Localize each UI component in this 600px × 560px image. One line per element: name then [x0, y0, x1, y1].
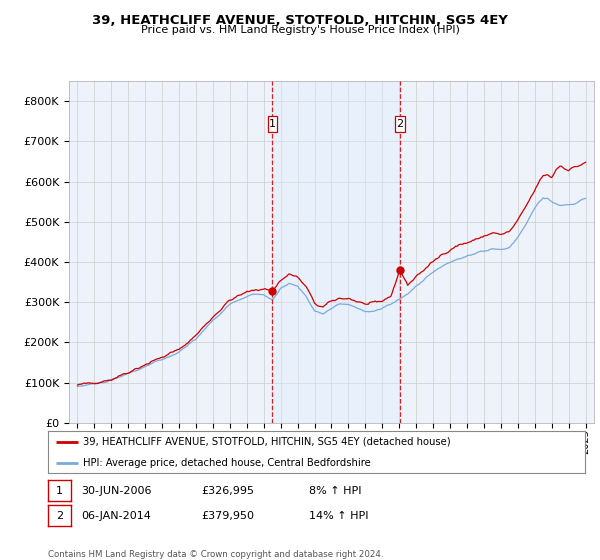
Text: 1: 1: [269, 119, 276, 129]
Text: 14% ↑ HPI: 14% ↑ HPI: [309, 511, 368, 521]
Text: Contains HM Land Registry data © Crown copyright and database right 2024.
This d: Contains HM Land Registry data © Crown c…: [48, 550, 383, 560]
FancyBboxPatch shape: [395, 116, 404, 132]
FancyBboxPatch shape: [268, 116, 277, 132]
Bar: [272, 81, 400, 423]
Text: 8% ↑ HPI: 8% ↑ HPI: [309, 486, 361, 496]
Text: 06-JAN-2014: 06-JAN-2014: [81, 511, 151, 521]
Text: Price paid vs. HM Land Registry's House Price Index (HPI): Price paid vs. HM Land Registry's House …: [140, 25, 460, 35]
Text: 30-JUN-2006: 30-JUN-2006: [81, 486, 151, 496]
Text: 39, HEATHCLIFF AVENUE, STOTFOLD, HITCHIN, SG5 4EY (detached house): 39, HEATHCLIFF AVENUE, STOTFOLD, HITCHIN…: [83, 437, 451, 447]
Text: 2: 2: [56, 511, 63, 521]
Text: 39, HEATHCLIFF AVENUE, STOTFOLD, HITCHIN, SG5 4EY: 39, HEATHCLIFF AVENUE, STOTFOLD, HITCHIN…: [92, 14, 508, 27]
Text: £326,995: £326,995: [201, 486, 254, 496]
Text: HPI: Average price, detached house, Central Bedfordshire: HPI: Average price, detached house, Cent…: [83, 458, 371, 468]
Text: 1: 1: [56, 486, 63, 496]
Text: 2: 2: [397, 119, 403, 129]
Text: £379,950: £379,950: [201, 511, 254, 521]
